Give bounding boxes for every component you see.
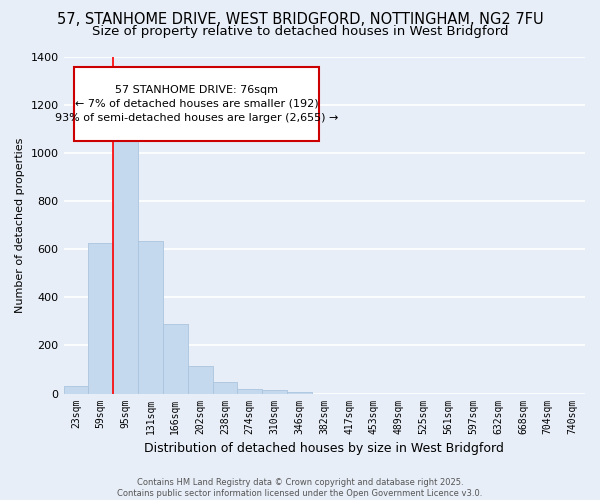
Text: Size of property relative to detached houses in West Bridgford: Size of property relative to detached ho… (92, 25, 508, 38)
Bar (238, 388, 262, 394)
Bar (113, 130, 138, 394)
Text: 57 STANHOME DRIVE: 76sqm
← 7% of detached houses are smaller (192)
93% of semi-d: 57 STANHOME DRIVE: 76sqm ← 7% of detache… (55, 84, 338, 122)
Text: Contains HM Land Registry data © Crown copyright and database right 2025.
Contai: Contains HM Land Registry data © Crown c… (118, 478, 482, 498)
Bar (188, 366, 212, 394)
Bar (163, 324, 188, 394)
Bar (287, 392, 312, 394)
Bar (64, 386, 88, 394)
Bar (212, 382, 238, 394)
Y-axis label: Number of detached properties: Number of detached properties (15, 138, 25, 312)
Bar (138, 240, 163, 394)
FancyBboxPatch shape (74, 66, 319, 141)
Text: 57, STANHOME DRIVE, WEST BRIDGFORD, NOTTINGHAM, NG2 7FU: 57, STANHOME DRIVE, WEST BRIDGFORD, NOTT… (56, 12, 544, 28)
Bar (262, 390, 287, 394)
Bar (88, 243, 113, 394)
X-axis label: Distribution of detached houses by size in West Bridgford: Distribution of detached houses by size … (145, 442, 504, 455)
